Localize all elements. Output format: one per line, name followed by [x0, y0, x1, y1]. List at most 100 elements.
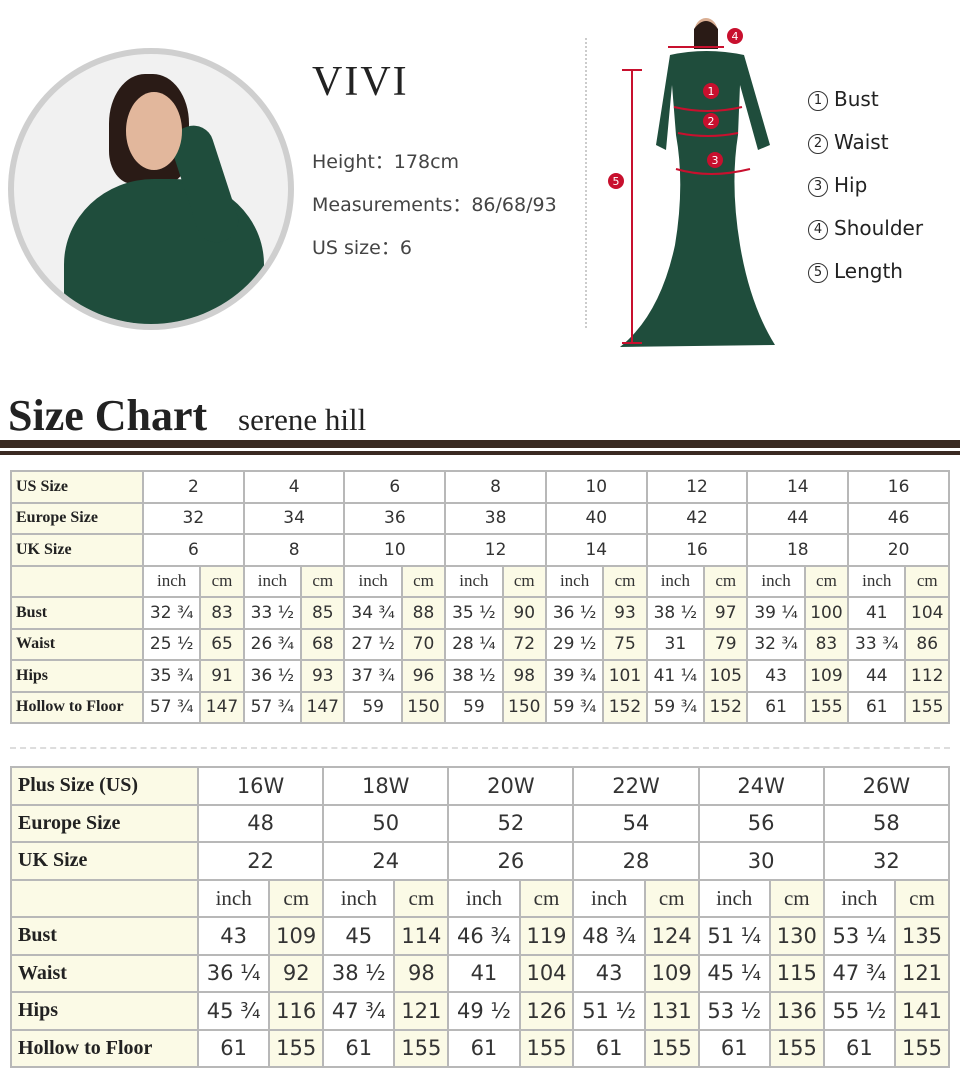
header-row: US Size 2 4 6 8 10 12 14 16: [10, 470, 950, 504]
size-cell: 20: [847, 533, 950, 567]
cm-value: 136: [768, 991, 825, 1031]
inch-value: 41: [847, 596, 907, 630]
inch-value: 57 ¾: [242, 690, 303, 724]
unit-cm: cm: [199, 564, 245, 598]
inch-value: 49 ½: [447, 991, 521, 1031]
cm-value: 155: [904, 690, 950, 724]
cm-value: 155: [518, 1028, 575, 1068]
inch-value: 43: [196, 916, 271, 956]
inch-value: 33 ¾: [847, 627, 907, 661]
size-cell: 6: [343, 470, 447, 504]
inch-value: 41: [447, 953, 521, 993]
row-label: Europe Size: [10, 803, 199, 843]
size-cell: 30: [697, 841, 825, 881]
size-cell: 24: [322, 841, 450, 881]
size-cell: 16W: [196, 766, 325, 806]
cm-value: 135: [894, 916, 950, 956]
dashed-divider: [10, 747, 950, 749]
cm-value: 90: [501, 596, 547, 630]
row-label: Hips: [10, 659, 144, 693]
cm-value: 100: [803, 596, 850, 630]
size-cell: 44: [746, 501, 850, 535]
divider: [585, 38, 587, 328]
cm-value: 109: [803, 659, 850, 693]
unit-inch: inch: [822, 878, 897, 918]
size-cell: 46: [847, 501, 950, 535]
inch-value: 61: [847, 690, 907, 724]
unit-cm: cm: [643, 878, 700, 918]
unit-inch: inch: [544, 564, 605, 598]
inch-value: 35 ½: [444, 596, 504, 630]
measurement-diagram: 1 2 3 4 5: [608, 18, 775, 347]
model-photo: [8, 48, 294, 330]
inch-value: 45: [322, 916, 396, 956]
cm-value: 131: [643, 991, 700, 1031]
cm-value: 155: [268, 1028, 325, 1068]
inch-value: 28 ¼: [444, 627, 504, 661]
size-cell: 22: [196, 841, 325, 881]
legend-waist: 2 Waist: [808, 130, 889, 154]
cm-value: 109: [268, 916, 325, 956]
inch-value: 25 ½: [141, 627, 202, 661]
inch-value: 53 ¼: [822, 916, 897, 956]
marker-bust: [703, 83, 719, 99]
inch-value: 44: [847, 659, 907, 693]
cm-value: 155: [894, 1028, 950, 1068]
cm-value: 152: [702, 690, 749, 724]
cm-value: 150: [400, 690, 447, 724]
unit-cm: cm: [904, 564, 950, 598]
size-cell: 26W: [822, 766, 951, 806]
size-cell: 16: [847, 470, 950, 504]
cm-value: 152: [602, 690, 648, 724]
svg-text:5: 5: [613, 175, 620, 188]
cm-value: 155: [393, 1028, 450, 1068]
inch-value: 33 ½: [242, 596, 303, 630]
inch-value: 39 ¼: [746, 596, 806, 630]
table-row: Hollow to Floor 61 155 61 155 61 155 61 155 61 155…: [10, 1028, 950, 1068]
inch-value: 61: [196, 1028, 271, 1068]
unit-cm: cm: [400, 564, 447, 598]
size-cell: 32: [142, 501, 245, 535]
inch-value: 61: [572, 1028, 646, 1068]
size-cell: 58: [822, 803, 951, 843]
legend-hip: 3 Hip: [808, 173, 867, 197]
inch-value: 47 ¾: [322, 991, 396, 1031]
inch-value: 53 ½: [697, 991, 771, 1031]
inch-value: 61: [697, 1028, 771, 1068]
header-bar: [0, 440, 960, 448]
cm-value: 121: [393, 991, 450, 1031]
inch-value: 38 ½: [645, 596, 706, 630]
row-label: UK Size: [10, 533, 144, 567]
svg-text:4: 4: [732, 30, 739, 43]
cm-value: 72: [501, 627, 547, 661]
cm-value: 130: [768, 916, 825, 956]
cm-value: 86: [904, 627, 950, 661]
inch-value: 31: [645, 627, 706, 661]
size-cell: 10: [343, 533, 447, 567]
header-row: Europe Size 48 50 52 54 56 58: [10, 803, 951, 843]
size-cell: 28: [572, 841, 700, 881]
model-measurements: Measurements：86/68/93: [312, 194, 557, 216]
row-label-empty: [10, 878, 199, 918]
size-cell: 36: [343, 501, 447, 535]
inch-value: 51 ½: [572, 991, 646, 1031]
cm-value: 91: [199, 659, 245, 693]
table-row: Bust 32 ¾ 83 33 ½ 85 34 ¾ 88 35 ½ 90 36 ½ 93 38 ½ 97…: [10, 596, 950, 630]
table-row: Waist 25 ½ 65 26 ¾ 68 27 ½ 70 28 ¼ 72 29 ½ 75 31 79 3…: [10, 627, 950, 661]
inch-value: 37 ¾: [343, 659, 403, 693]
inch-value: 55 ½: [822, 991, 897, 1031]
inch-value: 61: [746, 690, 806, 724]
unit-inch: inch: [141, 564, 202, 598]
cm-value: 85: [300, 596, 346, 630]
header-row: Plus Size (US) 16W 18W 20W 22W 24W 26W: [10, 766, 951, 806]
size-cell: 32: [822, 841, 951, 881]
size-cell: 22W: [572, 766, 700, 806]
unit-cm: cm: [393, 878, 450, 918]
cm-value: 96: [400, 659, 447, 693]
svg-text:2: 2: [708, 115, 715, 128]
inch-value: 59 ¾: [544, 690, 605, 724]
size-cell: 50: [322, 803, 450, 843]
inch-value: 61: [447, 1028, 521, 1068]
inch-value: 32 ¾: [141, 596, 202, 630]
